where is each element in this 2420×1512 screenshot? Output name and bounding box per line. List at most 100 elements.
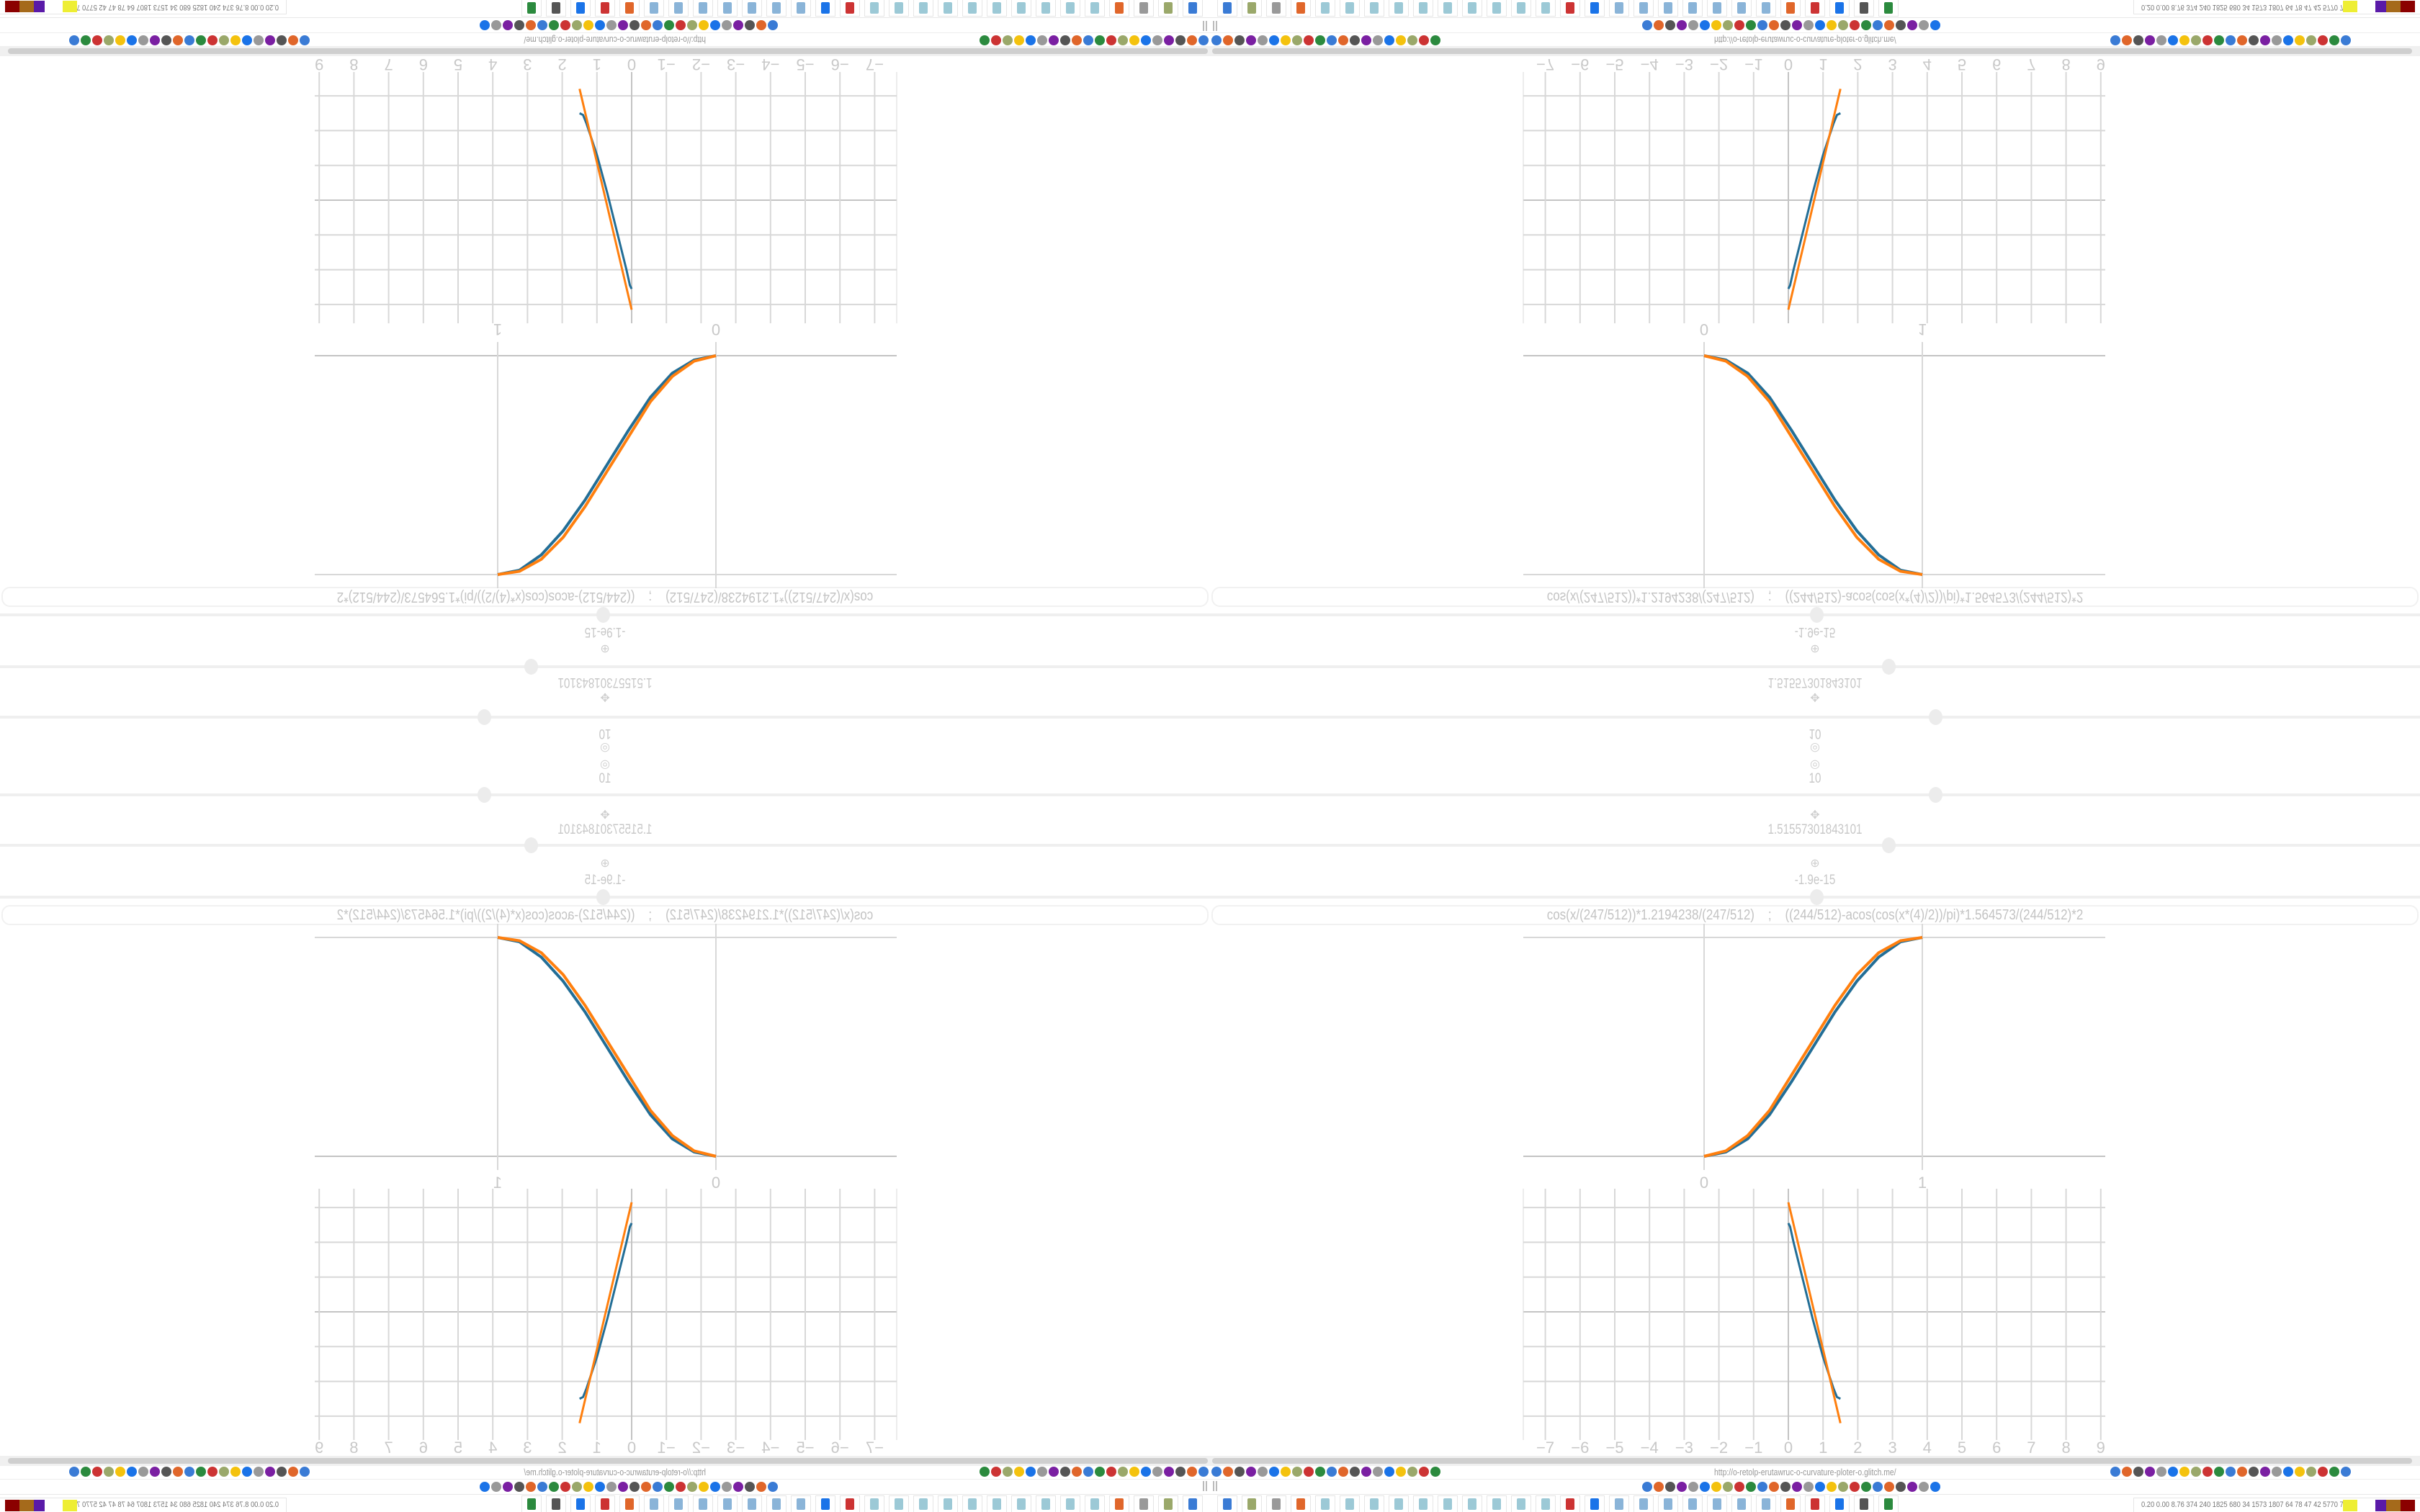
- plus-icon[interactable]: [196, 1467, 206, 1477]
- wrench-icon[interactable]: [2329, 35, 2339, 45]
- google-icon[interactable]: [1838, 1482, 1848, 1492]
- circle-icon[interactable]: [1350, 1467, 1360, 1477]
- trash-icon[interactable]: [161, 1467, 171, 1477]
- archive-icon[interactable]: [1757, 20, 1767, 30]
- slider-b-thumb[interactable]: [1810, 889, 1824, 905]
- speaker-icon[interactable]: [733, 20, 743, 30]
- dot-icon[interactable]: [1361, 1467, 1371, 1477]
- horizontal-scrollbar[interactable]: [1212, 1458, 2412, 1464]
- notepad-app[interactable]: [1536, 1495, 1556, 1512]
- mouse-icon[interactable]: [219, 1467, 229, 1477]
- notepad-app[interactable]: [1536, 0, 1556, 17]
- notepad-app[interactable]: [864, 0, 884, 17]
- star-icon[interactable]: [2122, 35, 2132, 45]
- notepad-app[interactable]: [1413, 0, 1433, 17]
- google-icon[interactable]: [1792, 20, 1802, 30]
- grid-icon[interactable]: [537, 1482, 547, 1492]
- mouse-icon[interactable]: [219, 35, 229, 45]
- gear-icon[interactable]: [2341, 1467, 2351, 1477]
- horizontal-scrollbar[interactable]: [8, 48, 1208, 54]
- google-icon[interactable]: [1792, 1482, 1802, 1492]
- speaker-icon[interactable]: [722, 1482, 732, 1492]
- download-icon[interactable]: [2156, 1467, 2166, 1477]
- star-icon[interactable]: [288, 1467, 298, 1477]
- notepad-app[interactable]: [1315, 0, 1335, 17]
- google-icon[interactable]: [1850, 1482, 1860, 1492]
- globe-icon[interactable]: [2260, 1467, 2270, 1477]
- circle-icon[interactable]: [1373, 35, 1383, 45]
- upload-icon[interactable]: [184, 1467, 194, 1477]
- slider-thumb[interactable]: [1929, 787, 1942, 803]
- dot-icon[interactable]: [1072, 1467, 1082, 1477]
- shield-icon[interactable]: [991, 35, 1001, 45]
- folder-icon[interactable]: [1014, 1467, 1024, 1477]
- cc-icon[interactable]: [503, 1482, 513, 1492]
- sun-icon[interactable]: [514, 1482, 524, 1492]
- google-icon[interactable]: [1815, 20, 1825, 30]
- floppy-app[interactable]: [1109, 0, 1129, 17]
- image-icon[interactable]: [491, 1482, 501, 1492]
- slider-track-top[interactable]: [1210, 787, 2420, 803]
- notepad-app[interactable]: [1438, 1495, 1458, 1512]
- gear-icon[interactable]: [1315, 1467, 1325, 1477]
- drag-handle-icon[interactable]: [1213, 1481, 1217, 1491]
- cloud-icon[interactable]: [699, 20, 709, 30]
- globe-icon[interactable]: [1246, 35, 1256, 45]
- settings-app[interactable]: [1585, 1495, 1605, 1512]
- monitor-app[interactable]: [1183, 0, 1203, 17]
- calculator-app[interactable]: [717, 0, 738, 17]
- game-app[interactable]: [619, 1495, 640, 1512]
- formula-input[interactable]: cos(x/(247/512))*1.2194238/(247/512) ; (…: [1211, 905, 2419, 925]
- google-icon[interactable]: [560, 1482, 570, 1492]
- star-icon[interactable]: [288, 35, 298, 45]
- sun-icon[interactable]: [514, 20, 524, 30]
- inkscape-app[interactable]: [1560, 0, 1580, 17]
- speaker-icon[interactable]: [733, 1482, 743, 1492]
- google-icon[interactable]: [560, 20, 570, 30]
- globe-icon[interactable]: [1083, 35, 1093, 45]
- terminal-app[interactable]: [1158, 0, 1178, 17]
- blank-app[interactable]: [1878, 0, 1899, 17]
- hourglass-icon[interactable]: [1930, 1482, 1940, 1492]
- cc-icon[interactable]: [1907, 20, 1917, 30]
- circle-icon[interactable]: [1037, 35, 1047, 45]
- globe-icon[interactable]: [1175, 1467, 1186, 1477]
- gear-icon[interactable]: [2202, 35, 2213, 45]
- dot-icon[interactable]: [1026, 1467, 1036, 1477]
- speaker-icon[interactable]: [1700, 1482, 1710, 1492]
- speaker-icon[interactable]: [710, 20, 720, 30]
- notepad-app[interactable]: [1085, 0, 1105, 17]
- horizontal-scrollbar[interactable]: [8, 1458, 1208, 1464]
- battery-icon[interactable]: [2272, 1467, 2282, 1477]
- google-icon[interactable]: [572, 20, 582, 30]
- firefox-app[interactable]: [1266, 0, 1286, 17]
- calculator-app[interactable]: [717, 1495, 738, 1512]
- floppy-app[interactable]: [1291, 0, 1311, 17]
- filter-icon[interactable]: [1211, 35, 1222, 45]
- step-icon[interactable]: ✥: [1810, 809, 1820, 822]
- calculator-app[interactable]: [1609, 0, 1629, 17]
- translate-icon[interactable]: [230, 1467, 241, 1477]
- document-app[interactable]: [546, 0, 566, 17]
- google-icon[interactable]: [629, 20, 640, 30]
- pen-icon[interactable]: [2168, 1467, 2178, 1477]
- dot-icon[interactable]: [1384, 1467, 1394, 1477]
- pen-icon[interactable]: [242, 35, 252, 45]
- gear-icon[interactable]: [207, 1467, 218, 1477]
- translate-icon[interactable]: [641, 20, 651, 30]
- lock-icon[interactable]: [1430, 35, 1440, 45]
- horizontal-scrollbar[interactable]: [1212, 48, 2412, 54]
- speaker-icon[interactable]: [1688, 1482, 1698, 1492]
- hourglass-icon[interactable]: [480, 1482, 490, 1492]
- calculator-app[interactable]: [1658, 1495, 1678, 1512]
- slider-b[interactable]: [1210, 889, 2420, 905]
- puzzle-icon[interactable]: [92, 35, 102, 45]
- folder-icon[interactable]: [1396, 35, 1406, 45]
- document-app[interactable]: [1854, 0, 1874, 17]
- notepad-app[interactable]: [962, 1495, 982, 1512]
- terminal-app[interactable]: [1242, 1495, 1262, 1512]
- gear-icon[interactable]: [1095, 1467, 1105, 1477]
- globe-icon[interactable]: [1246, 1467, 1256, 1477]
- globe-icon[interactable]: [1129, 35, 1139, 45]
- dot-icon[interactable]: [1049, 35, 1059, 45]
